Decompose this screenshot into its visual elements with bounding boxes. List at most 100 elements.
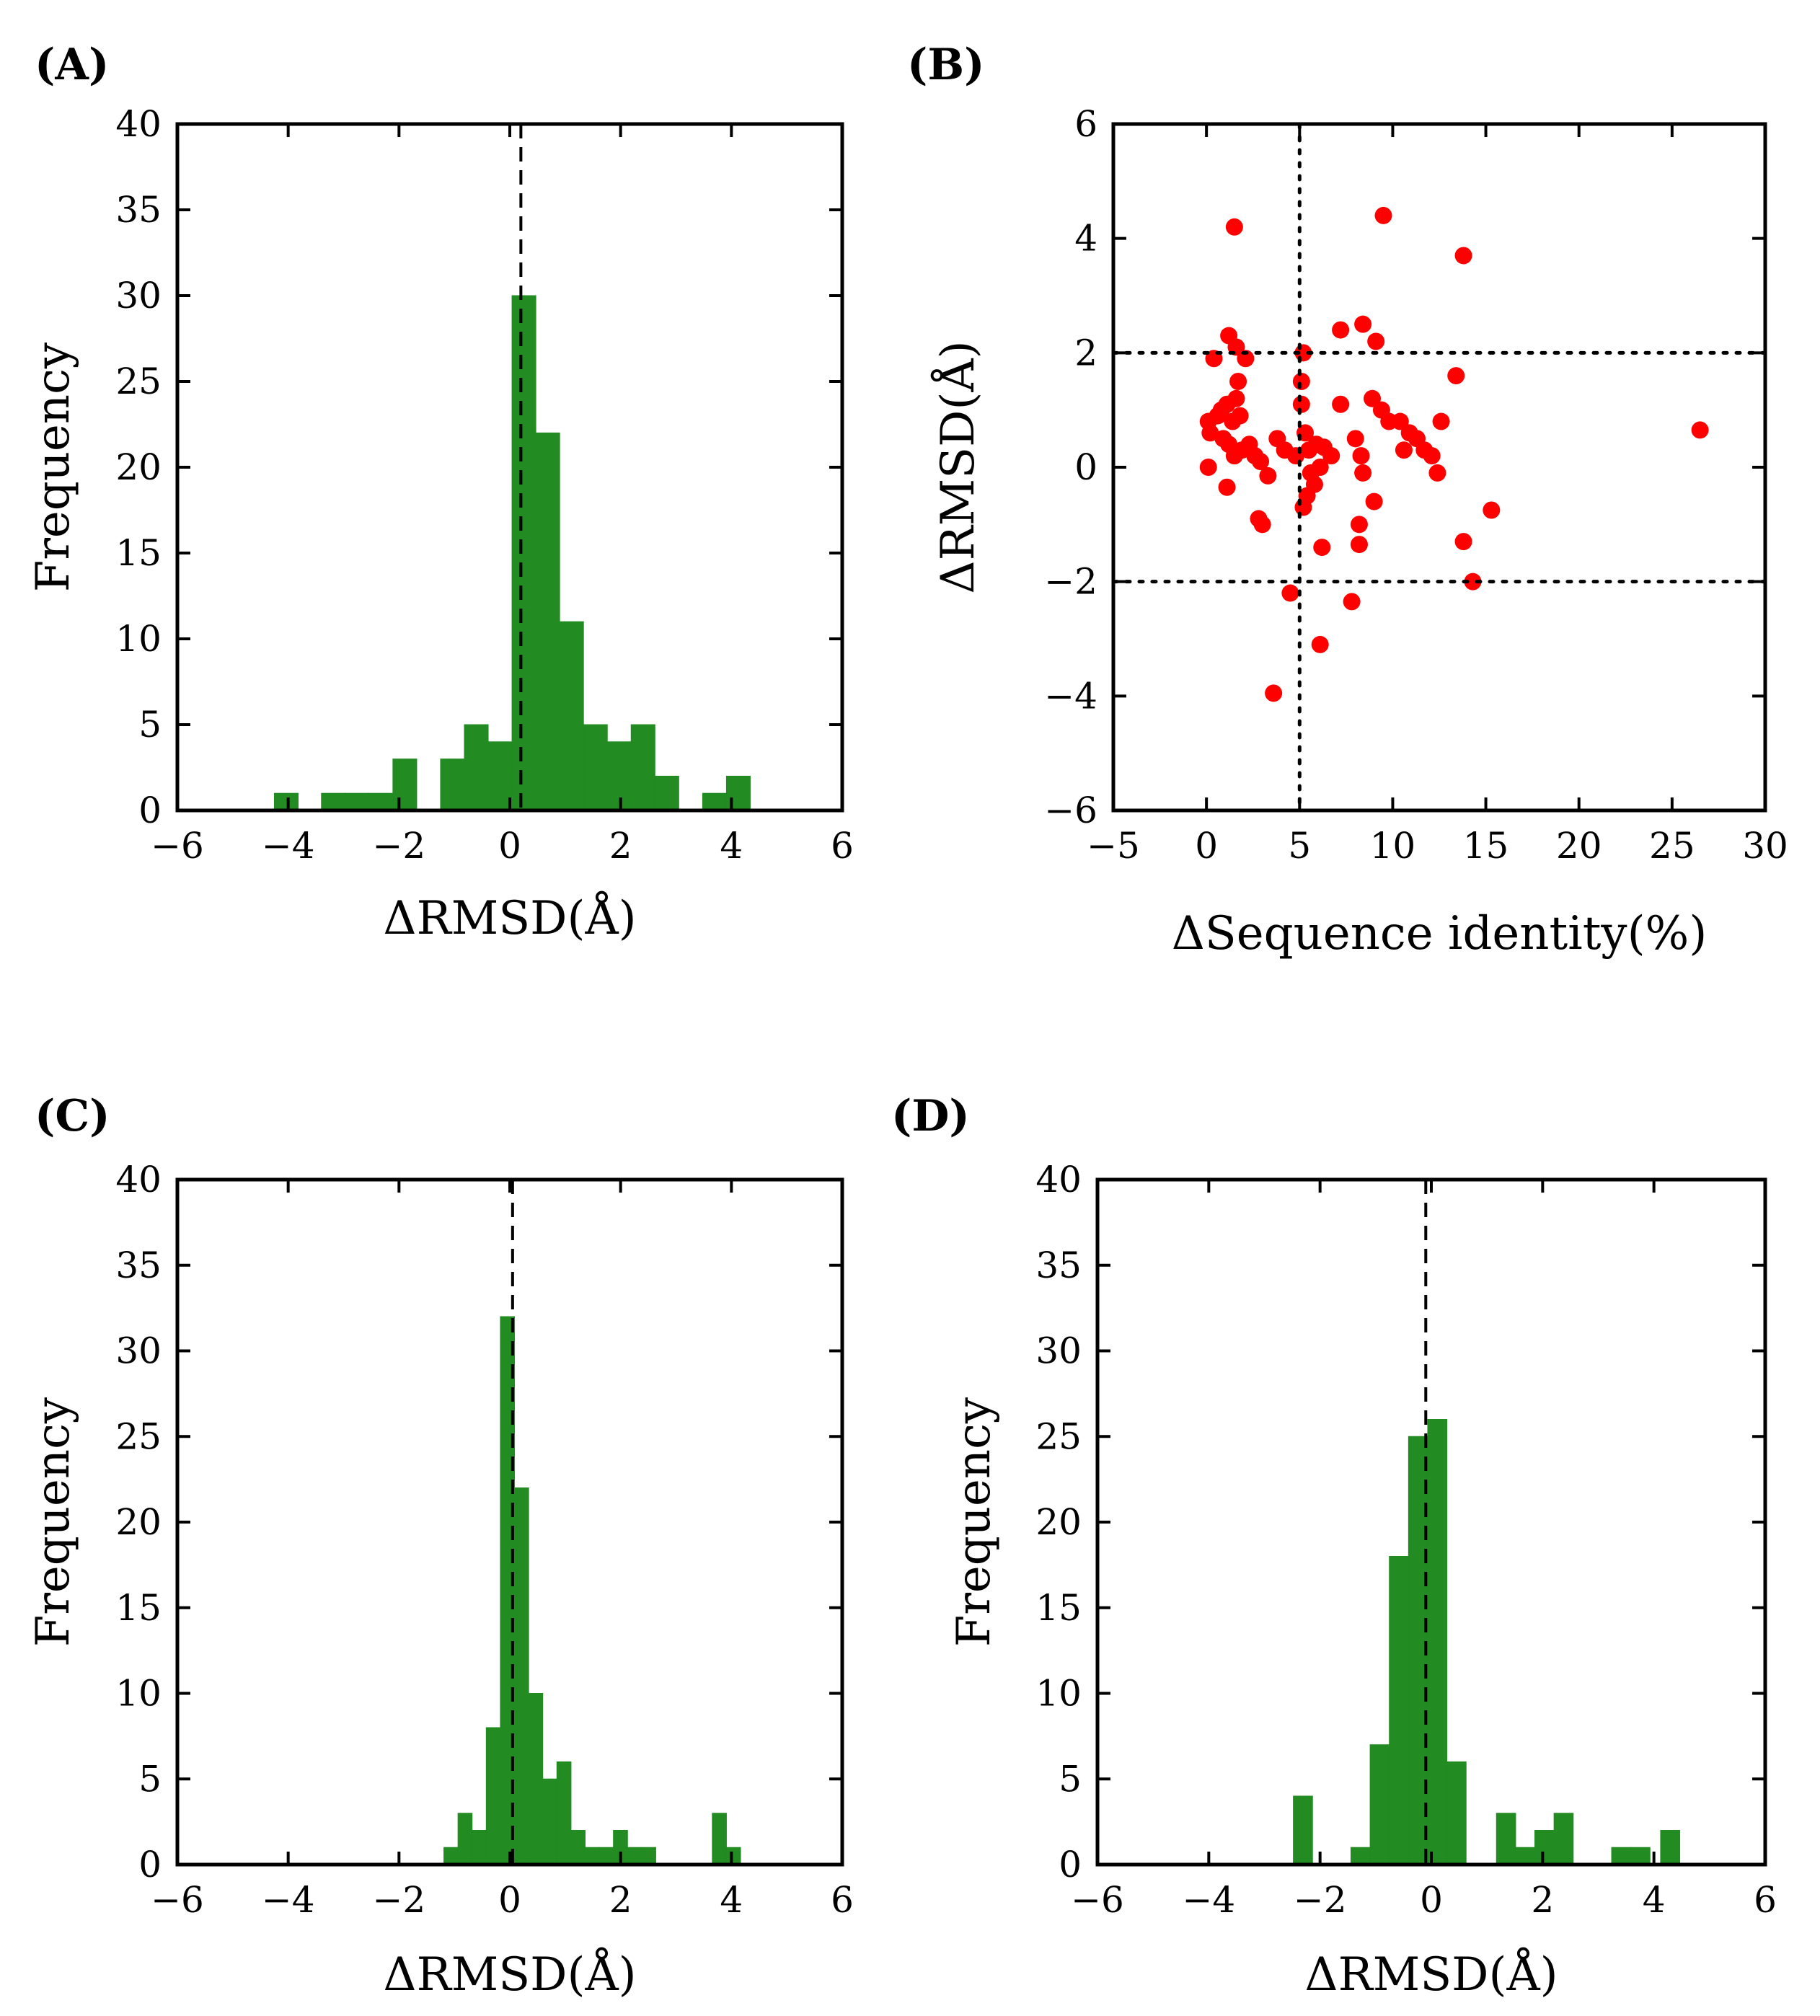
- panel-c-ytick-label-4: 20: [115, 1501, 162, 1543]
- panel-c-xtick-label-6: 6: [831, 1879, 854, 1921]
- panel-a-ytick-label-2: 10: [115, 618, 162, 660]
- panel-b-point-11: [1292, 373, 1310, 390]
- panel-b-ytick-label-4: 2: [1074, 332, 1097, 373]
- panel-d-bar-10: [1534, 1830, 1555, 1865]
- panel-a-label: (A): [35, 40, 109, 90]
- panel-c-xtick-label-5: 4: [720, 1879, 743, 1921]
- panel-b-point-67: [1454, 533, 1472, 551]
- panel-d-ytick-label-0: 0: [1059, 1844, 1082, 1885]
- panel-c-axes-frame: [175, 1177, 844, 1867]
- panel-b-point-68: [1483, 501, 1501, 519]
- panel-a-bar-14: [630, 724, 655, 811]
- panel-b-point-43: [1305, 475, 1323, 493]
- panel-d-xtick-label-0: −6: [1071, 1879, 1124, 1921]
- panel-b-point-44: [1311, 459, 1329, 476]
- panel-c-xtick-label-4: 2: [609, 1879, 632, 1921]
- panel-d-bar-6: [1427, 1419, 1448, 1865]
- panel-b-point-65: [1253, 516, 1271, 534]
- panel-d-y-axis-label: Frequency: [947, 1397, 1001, 1647]
- panel-d-ytick-label-4: 20: [1035, 1501, 1082, 1543]
- panel-b-xtick-label-3: 10: [1370, 825, 1416, 867]
- panel-b-point-12: [1229, 373, 1247, 390]
- panel-b-point-74: [1691, 421, 1709, 439]
- panel-b-point-21: [1231, 407, 1249, 425]
- panel-d-bar-11: [1553, 1813, 1574, 1865]
- panel-b-point-28: [1199, 459, 1217, 476]
- panel-b-scatter: (B) −5 0 5 10 15 20 25 30 −6 −4 −2 0 2 4 6 ΔSequence i…: [907, 40, 1788, 960]
- panel-c-y-axis-label: Frequency: [27, 1397, 80, 1647]
- panel-c-bar-7: [542, 1778, 557, 1865]
- panel-d-bar-9: [1515, 1847, 1536, 1865]
- panel-a-xtick-label-0: −6: [151, 825, 204, 867]
- panel-b-point-70: [1343, 593, 1361, 611]
- panel-a-x-axis-label: ΔRMSD(Å): [383, 891, 636, 945]
- panel-b-point-49: [1354, 464, 1372, 482]
- panel-a-ytick-label-4: 20: [115, 446, 162, 488]
- panel-b-point-29: [1218, 478, 1236, 496]
- panel-c-bar-6: [528, 1693, 544, 1865]
- panel-b-xtick-label-5: 20: [1556, 825, 1602, 867]
- panel-b-point-47: [1346, 430, 1364, 448]
- panel-c-ticks: −6 −4 −2 0 2 4 6 0 5 10 15 20 25 30 35 40: [115, 1159, 854, 1921]
- panel-d-axes-frame: [1095, 1177, 1767, 1867]
- panel-a-ytick-label-0: 0: [138, 790, 162, 831]
- panel-c-xtick-label-2: −2: [372, 1879, 425, 1921]
- panel-b-x-axis-label: ΔSequence identity(%): [1172, 907, 1708, 960]
- panel-c-ytick-label-2: 10: [115, 1673, 162, 1715]
- panel-b-ytick-label-6: 6: [1074, 103, 1097, 145]
- panel-d-bar-3: [1369, 1744, 1390, 1865]
- panel-a-xtick-label-5: 4: [720, 825, 743, 867]
- panel-c-bar-0: [443, 1847, 459, 1865]
- panel-a-axes-frame: [175, 122, 844, 813]
- panel-c-bars: [443, 1316, 741, 1865]
- panel-d-ytick-label-3: 15: [1035, 1587, 1082, 1629]
- panel-b-label: (B): [907, 40, 985, 90]
- panel-a-ytick-label-6: 30: [115, 275, 162, 317]
- panel-b-point-2: [1454, 247, 1472, 265]
- panel-d-ticks: −6 −4 −2 0 2 4 6 0 5 10 15 20 25 30 35 40: [1035, 1159, 1777, 1921]
- panel-a-bars: [273, 295, 751, 811]
- panel-b-point-60: [1432, 412, 1450, 430]
- panel-b-ytick-label-3: 0: [1074, 446, 1097, 488]
- panel-b-point-30: [1252, 453, 1270, 471]
- panel-b-point-62: [1350, 516, 1368, 534]
- panel-a-ytick-label-3: 15: [115, 532, 162, 574]
- panel-b-point-0: [1225, 218, 1243, 236]
- panel-c-bar-3: [485, 1727, 501, 1865]
- panel-b-point-31: [1259, 467, 1277, 485]
- panel-c-ytick-label-1: 5: [138, 1758, 162, 1800]
- panel-b-point-1: [1374, 206, 1392, 224]
- panel-d-xtick-label-4: 2: [1531, 1879, 1554, 1921]
- panel-c-xtick-label-0: −6: [151, 1879, 204, 1921]
- panel-b-point-61: [1428, 464, 1446, 482]
- panel-c-ytick-label-6: 30: [115, 1330, 162, 1372]
- panel-a-ytick-label-8: 40: [115, 103, 162, 145]
- panel-b-point-45: [1294, 498, 1312, 516]
- panel-c-bar-8: [556, 1761, 572, 1865]
- panel-d-ytick-label-1: 5: [1059, 1758, 1082, 1800]
- panel-c-ytick-label-8: 40: [115, 1159, 162, 1201]
- panel-c-bar-1: [457, 1813, 473, 1865]
- panel-b-point-13: [1447, 367, 1465, 385]
- panel-a-ticks: −6 −4 −2 0 2 4 6 0 5 10 15 20 25 30 35 40: [115, 103, 854, 867]
- panel-b-axes-frame: [1111, 122, 1767, 813]
- panel-b-xtick-label-4: 15: [1463, 825, 1509, 867]
- panel-b-point-63: [1350, 536, 1368, 554]
- panel-b-ticks: −5 0 5 10 15 20 25 30 −6 −4 −2 0 2 4 6: [1044, 103, 1788, 867]
- panel-c-ytick-label-0: 0: [138, 1844, 162, 1885]
- panel-a-bar-0: [273, 792, 299, 811]
- panel-a-y-axis-label: Frequency: [27, 342, 80, 592]
- panel-b-point-71: [1464, 572, 1482, 591]
- panel-a-bar-16: [702, 792, 727, 811]
- panel-d-ytick-label-6: 30: [1035, 1330, 1082, 1372]
- panel-d-xtick-label-6: 6: [1754, 1879, 1777, 1921]
- panel-b-ytick-label-5: 4: [1074, 218, 1097, 260]
- panel-d-bar-4: [1389, 1556, 1409, 1865]
- panel-a-ytick-label-7: 35: [115, 189, 162, 231]
- panel-a-bar-12: [583, 724, 608, 811]
- panel-b-point-15: [1201, 424, 1219, 442]
